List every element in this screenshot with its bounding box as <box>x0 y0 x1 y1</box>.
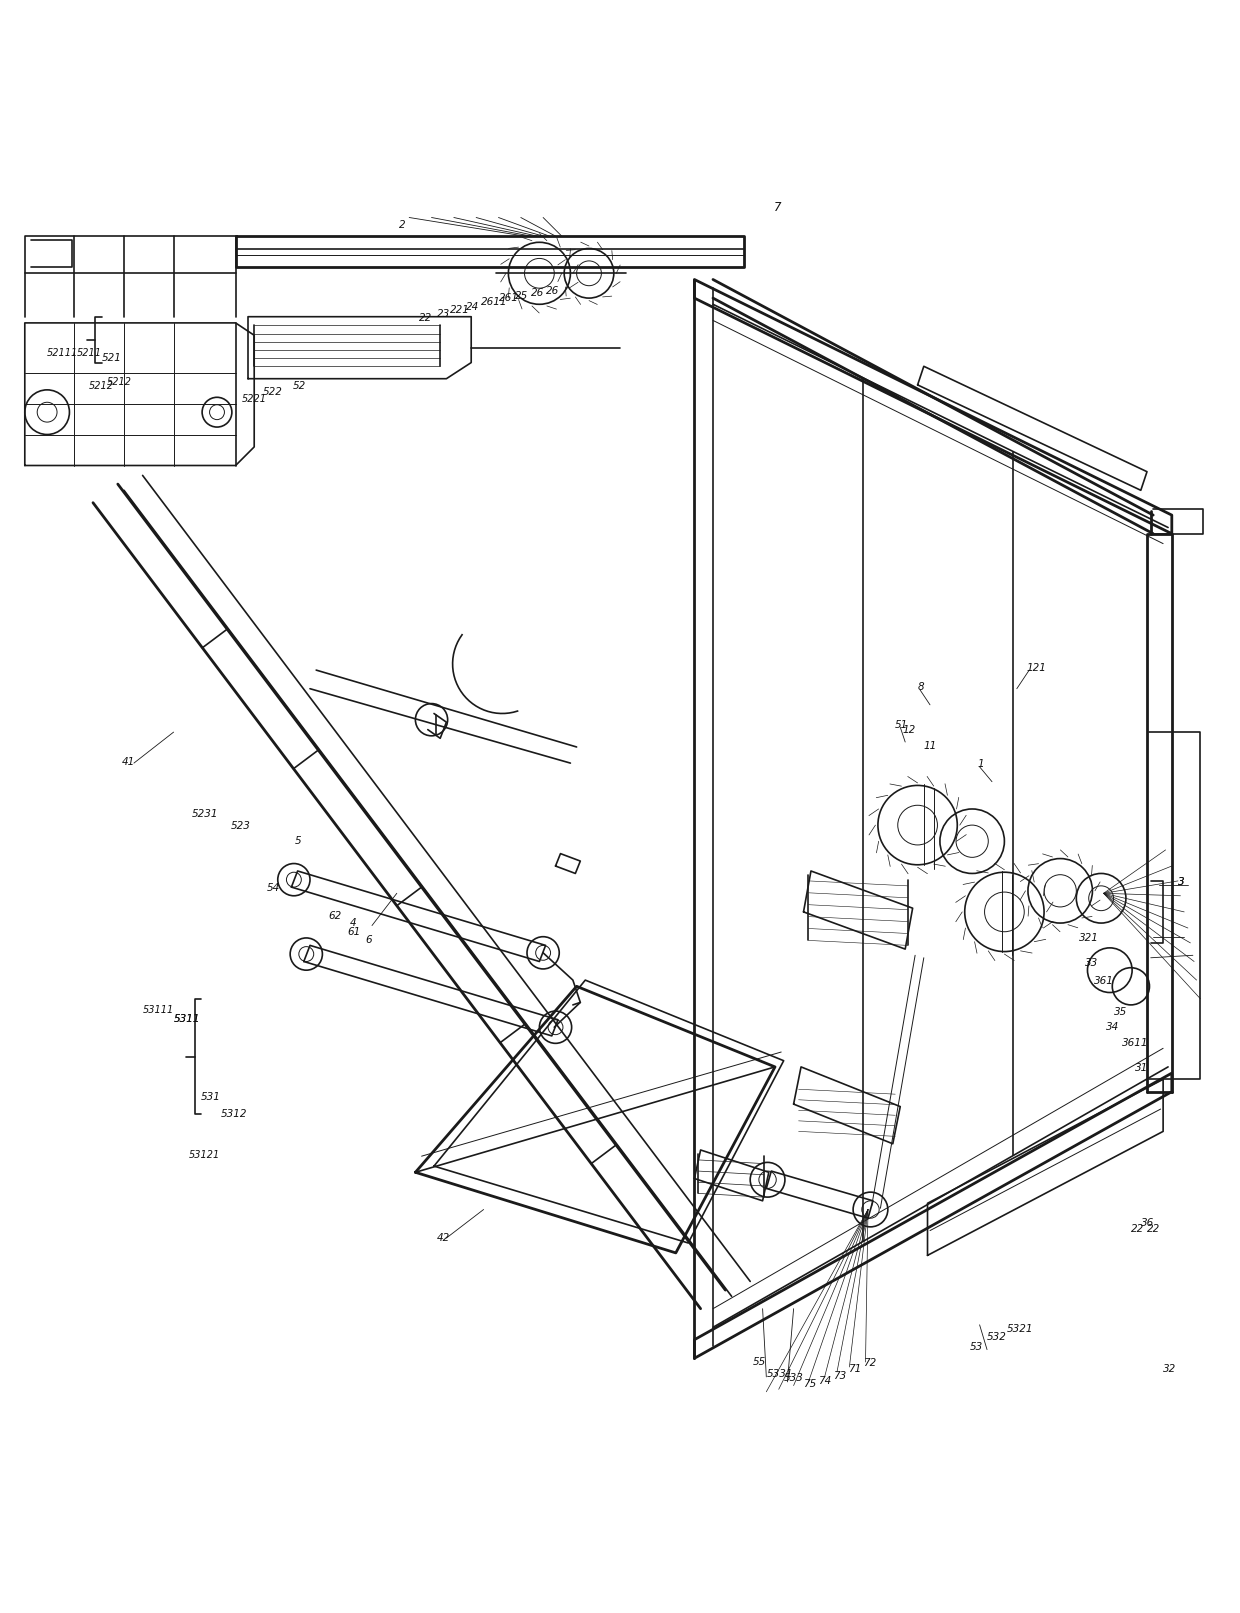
Text: 25: 25 <box>515 290 528 300</box>
Text: 521: 521 <box>102 353 122 363</box>
Text: 221: 221 <box>450 305 470 316</box>
Text: 121: 121 <box>1027 663 1047 673</box>
Text: 26: 26 <box>531 289 544 298</box>
Text: 52111: 52111 <box>47 348 78 358</box>
Text: 26: 26 <box>546 286 559 295</box>
Text: 5311: 5311 <box>174 1013 200 1024</box>
Text: 8: 8 <box>918 682 924 692</box>
Text: 5311: 5311 <box>174 1013 200 1024</box>
Text: 3: 3 <box>1178 877 1184 887</box>
Text: 53111: 53111 <box>143 1005 174 1015</box>
Text: 3611: 3611 <box>1122 1039 1148 1048</box>
Text: 22: 22 <box>419 313 433 323</box>
Text: 5321: 5321 <box>1007 1324 1033 1334</box>
Text: 36: 36 <box>1141 1218 1154 1227</box>
Text: 33: 33 <box>1085 958 1099 968</box>
Text: 1: 1 <box>977 760 983 769</box>
Text: 41: 41 <box>122 756 135 766</box>
Text: 73: 73 <box>833 1371 847 1381</box>
Text: 22: 22 <box>1131 1224 1145 1234</box>
Text: 55: 55 <box>753 1357 766 1366</box>
Text: 51: 51 <box>895 719 909 729</box>
Text: 261: 261 <box>498 294 518 303</box>
Text: 321: 321 <box>1079 932 1099 944</box>
Text: 31: 31 <box>1135 1063 1148 1073</box>
Text: 62: 62 <box>329 911 342 921</box>
Text: 61: 61 <box>347 927 361 937</box>
Text: 22: 22 <box>1147 1224 1161 1234</box>
Text: 35: 35 <box>1114 1007 1127 1018</box>
Text: 523: 523 <box>231 821 250 831</box>
Text: 6: 6 <box>366 936 372 945</box>
Text: 71: 71 <box>848 1365 862 1374</box>
Text: 5211: 5211 <box>77 348 102 358</box>
Text: 23: 23 <box>436 310 450 319</box>
Text: 5221: 5221 <box>242 394 267 403</box>
Text: 361: 361 <box>1094 976 1114 986</box>
Text: 532: 532 <box>987 1332 1007 1342</box>
Text: 32: 32 <box>1163 1365 1177 1374</box>
Text: 5212: 5212 <box>89 381 114 390</box>
Text: 42: 42 <box>436 1232 450 1244</box>
Text: 533: 533 <box>784 1373 804 1382</box>
Text: 5312: 5312 <box>221 1110 247 1119</box>
Text: 4: 4 <box>350 918 356 927</box>
Text: 12: 12 <box>903 724 916 734</box>
Text: 5231: 5231 <box>192 808 218 819</box>
Text: 74: 74 <box>818 1376 832 1386</box>
Text: 531: 531 <box>201 1092 221 1102</box>
Text: 5331: 5331 <box>766 1369 792 1379</box>
Text: 2611: 2611 <box>481 297 507 306</box>
Text: 3: 3 <box>1178 877 1184 887</box>
Text: 5212: 5212 <box>107 377 131 387</box>
Text: 24: 24 <box>466 302 480 311</box>
Text: 7: 7 <box>774 200 781 215</box>
Text: 75: 75 <box>804 1379 817 1389</box>
Text: 11: 11 <box>924 740 937 750</box>
Text: 5: 5 <box>295 836 301 847</box>
Text: 53121: 53121 <box>188 1150 219 1160</box>
Text: 522: 522 <box>263 387 283 397</box>
Text: 2: 2 <box>399 219 405 231</box>
Text: 54: 54 <box>267 884 280 894</box>
Text: 52: 52 <box>293 381 306 390</box>
Text: 34: 34 <box>1106 1023 1120 1032</box>
Text: 72: 72 <box>863 1358 877 1368</box>
Text: 53: 53 <box>970 1342 983 1352</box>
